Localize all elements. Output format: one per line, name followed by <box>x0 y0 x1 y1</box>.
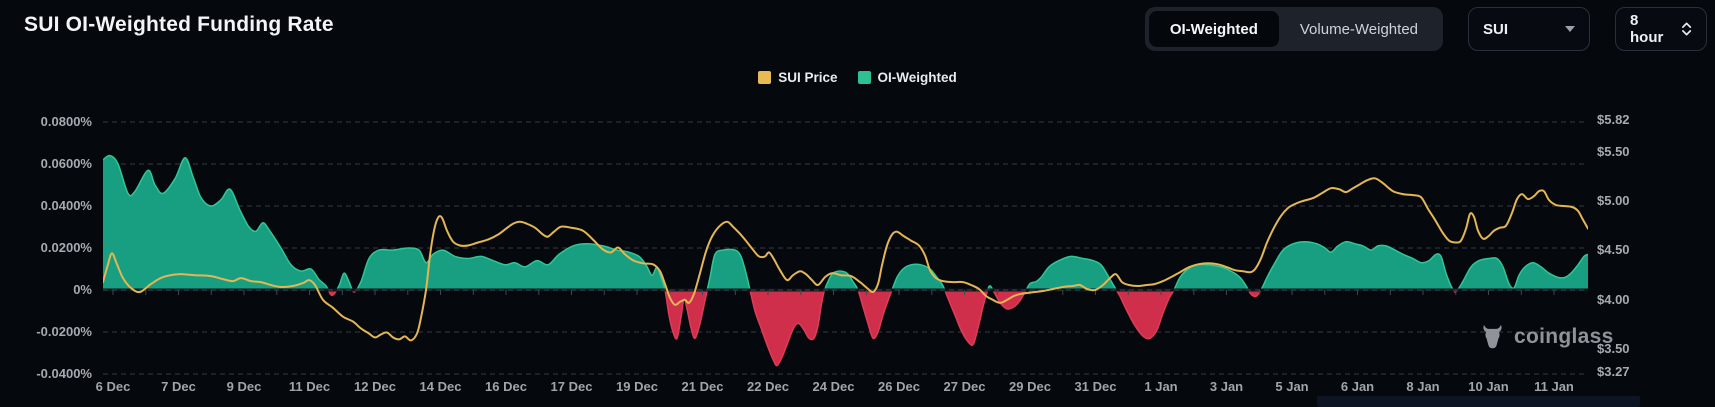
weighting-toggle: OI-Weighted Volume-Weighted <box>1144 7 1443 51</box>
left-axis-label: -0.0200% <box>36 324 92 339</box>
x-axis-label: 21 Dec <box>681 379 724 394</box>
x-axis-label: 26 Dec <box>878 379 920 394</box>
right-axis-label: $3.50 <box>1597 341 1630 357</box>
page-title: SUI OI-Weighted Funding Rate <box>24 13 334 36</box>
right-axis-label: $5.00 <box>1597 193 1630 209</box>
chart-legend: SUI Price OI-Weighted <box>0 70 1715 85</box>
x-axis-label: 3 Jan <box>1209 379 1244 394</box>
x-axis-label: 6 Dec <box>95 379 131 394</box>
x-axis-label: 11 Dec <box>288 379 331 394</box>
right-axis-label: $4.00 <box>1597 291 1630 307</box>
legend-item-oi-weighted[interactable]: OI-Weighted <box>857 70 957 85</box>
symbol-select-value: SUI <box>1483 20 1509 38</box>
interval-select[interactable]: 8 hour <box>1615 7 1707 51</box>
right-axis-label: $3.27 <box>1597 364 1630 379</box>
caret-down-icon <box>1565 26 1575 32</box>
interval-select-value: 8 hour <box>1630 12 1664 46</box>
x-axis-label: 12 Dec <box>354 379 396 394</box>
x-axis-label: 31 Dec <box>1074 379 1117 394</box>
x-axis-label: 22 Dec <box>747 379 789 394</box>
right-axis-label: $5.50 <box>1597 143 1630 159</box>
x-axis-label: 10 Jan <box>1468 379 1509 394</box>
left-axis-label: -0.0400% <box>36 366 92 381</box>
x-axis-label: 6 Jan <box>1340 379 1375 394</box>
right-axis-label: $4.50 <box>1597 242 1630 258</box>
left-axis-label: 0.0800% <box>40 114 92 129</box>
legend-label: OI-Weighted <box>877 70 957 85</box>
x-axis-label: 17 Dec <box>550 379 593 394</box>
chart-plot[interactable] <box>103 112 1588 382</box>
coinglass-watermark-text: coinglass <box>1514 324 1614 348</box>
toggle-oi-weighted[interactable]: OI-Weighted <box>1148 11 1279 47</box>
x-axis-label: 24 Dec <box>812 379 855 394</box>
legend-swatch <box>758 71 772 84</box>
x-axis-label: 27 Dec <box>943 379 986 394</box>
bottom-highlight-strip <box>1317 396 1640 407</box>
chevron-up-down-icon <box>1681 22 1691 36</box>
x-axis-label: 19 Dec <box>616 379 658 394</box>
legend-label: SUI Price <box>778 70 838 85</box>
legend-swatch <box>857 71 871 84</box>
toggle-volume-weighted[interactable]: Volume-Weighted <box>1299 20 1418 38</box>
x-axis-label: 16 Dec <box>485 379 527 394</box>
left-axis-label: 0.0400% <box>40 198 92 213</box>
x-axis-label: 29 Dec <box>1009 379 1051 394</box>
legend-item-sui-price[interactable]: SUI Price <box>758 70 838 85</box>
symbol-select[interactable]: SUI <box>1468 7 1590 51</box>
coinglass-bull-icon <box>1483 324 1502 349</box>
coinglass-watermark: coinglass <box>1479 323 1614 350</box>
chart-controls: OI-Weighted Volume-Weighted SUI 8 hour <box>1144 7 1707 51</box>
left-axis-label: 0.0600% <box>40 156 92 171</box>
x-axis-label: 9 Dec <box>226 379 262 394</box>
x-axis-label: 7 Dec <box>161 379 196 394</box>
x-axis-label: 14 Dec <box>419 379 462 394</box>
left-axis-label: 0.0200% <box>40 240 92 255</box>
x-axis-label: 11 Jan <box>1534 379 1574 394</box>
right-axis-label: $5.82 <box>1597 112 1630 127</box>
x-axis-label: 5 Jan <box>1275 379 1309 394</box>
left-axis-label: 0% <box>73 282 92 297</box>
x-axis-label: 8 Jan <box>1406 379 1440 394</box>
x-axis-label: 1 Jan <box>1144 379 1178 394</box>
